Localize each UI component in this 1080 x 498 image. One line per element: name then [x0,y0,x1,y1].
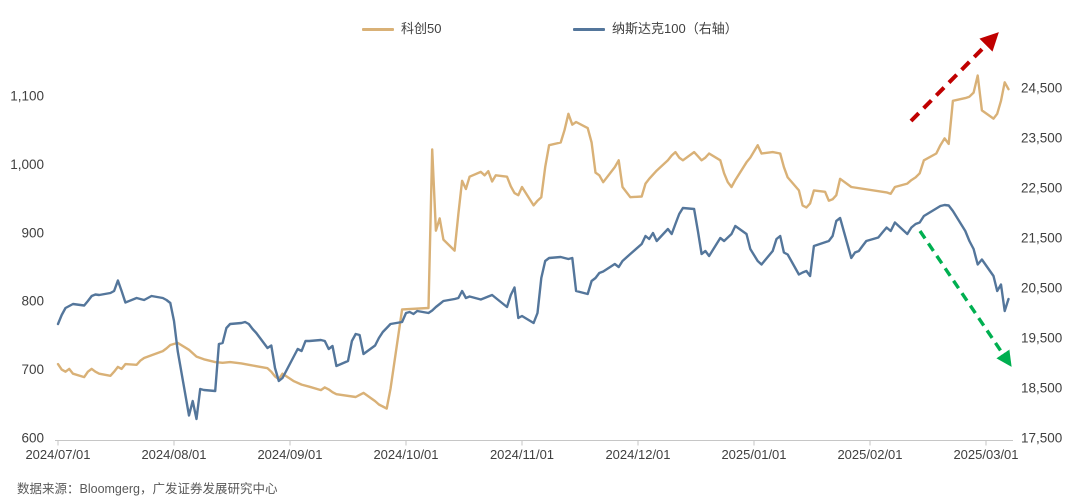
right-axis-tick-label: 21,500 [1021,231,1062,246]
x-axis-tick-label: 2025/02/01 [837,447,902,462]
legend-item-nasdaq100: 纳斯达克100（右轴） [573,21,738,37]
x-axis-tick-label: 2025/03/01 [953,447,1018,462]
right-axis-tick-label: 17,500 [1021,431,1062,446]
x-axis-tick-label: 2024/11/01 [490,447,554,462]
right-axis-tick-label: 24,500 [1021,81,1062,96]
nasdaq100-legend-label: 纳斯达克100（右轴） [612,21,738,36]
nasdaq100-line [56,203,1010,421]
left-axis-tick-label: 1,100 [10,89,44,104]
left-axis-tick-label: 1,000 [10,157,44,172]
left-axis-tick-label: 900 [21,225,44,240]
star50-legend-swatch [362,27,394,31]
legend-item-star50: 科创50 [362,21,441,37]
right-axis-tick-label: 19,500 [1021,331,1062,346]
data-source-note: 数据来源：Bloomgerg，广发证券发展研究中心 [17,482,278,496]
left-axis-tick-label: 700 [21,362,44,377]
x-axis-tick-label: 2024/12/01 [605,447,670,462]
star50-line [56,74,1010,410]
left-axis-tick-label: 600 [21,431,44,446]
right-axis-tick-label: 22,500 [1021,181,1062,196]
x-axis-tick-label: 2025/01/01 [721,447,786,462]
red-up-arrow [909,32,999,123]
x-axis-tick-label: 2024/07/01 [25,447,90,462]
green-down-arrow [918,230,1012,367]
right-axis-tick-label: 18,500 [1021,381,1062,396]
nasdaq100-legend-swatch [573,27,605,31]
x-axis-tick-label: 2024/10/01 [373,447,438,462]
x-axis-tick-label: 2024/08/01 [141,447,206,462]
right-axis-tick-label: 20,500 [1021,281,1062,296]
left-axis-tick-label: 800 [21,294,44,309]
right-axis-tick-label: 23,500 [1021,131,1062,146]
star50-legend-label: 科创50 [401,21,442,36]
x-axis-tick-label: 2024/09/01 [257,447,322,462]
